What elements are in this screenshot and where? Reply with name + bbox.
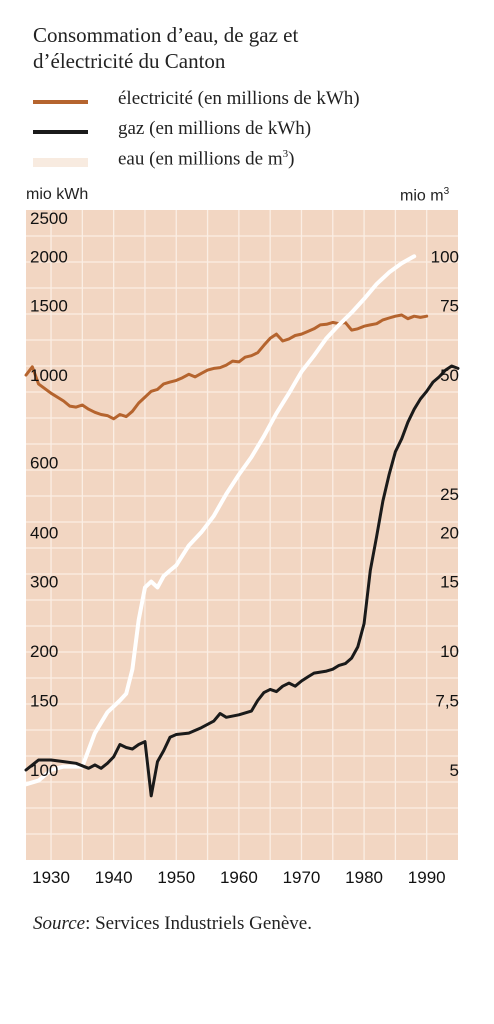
left-tick-label: 200 [30, 642, 58, 661]
left-tick-label: 1500 [30, 297, 68, 316]
legend-swatch-gaz [33, 130, 88, 134]
legend-item-electricite: électricité (en millions de kWh) [33, 88, 473, 118]
left-tick-label: 100 [30, 761, 58, 780]
x-tick-label: 1960 [220, 868, 258, 887]
right-tick-label: 50 [440, 366, 459, 385]
left-tick-label: 2500 [30, 209, 68, 228]
plot-background [26, 210, 458, 860]
right-tick-label: 7,5 [435, 691, 459, 710]
right-axis-unit: mio m3 [400, 186, 450, 205]
series-line-eau [24, 254, 417, 787]
source-note: Source: Services Industriels Genève. [33, 913, 312, 935]
title-line-2: d’électricité du Canton [33, 49, 226, 73]
series-line-gaz [24, 364, 460, 798]
legend-swatch-eau [33, 158, 88, 167]
right-tick-label: 25 [440, 485, 459, 504]
legend-label-eau: eau (en millions de m3) [118, 148, 295, 170]
x-tick-label: 1970 [283, 868, 321, 887]
left-tick-label: 150 [30, 691, 58, 710]
source-label: Source [33, 913, 86, 934]
right-tick-label: 75 [440, 297, 459, 316]
title-line-1: Consommation d’eau, de gaz et [33, 23, 299, 47]
chart-title: Consommation d’eau, de gaz et d’électric… [33, 22, 453, 74]
legend-swatch-electricite [33, 100, 88, 104]
right-tick-label: 100 [431, 247, 459, 266]
right-tick-label: 20 [440, 523, 459, 542]
right-tick-label: 15 [440, 573, 459, 592]
legend-item-eau: eau (en millions de m3) [33, 148, 473, 178]
legend-item-gaz: gaz (en millions de kWh) [33, 118, 473, 148]
x-tick-label: 1990 [408, 868, 446, 887]
x-tick-label: 1950 [157, 868, 195, 887]
legend-label-electricite: électricité (en millions de kWh) [118, 88, 360, 109]
source-text: : Services Industriels Genève. [85, 913, 312, 934]
x-tick-label: 1940 [95, 868, 133, 887]
left-tick-label: 400 [30, 523, 58, 542]
left-tick-label: 1000 [30, 366, 68, 385]
x-tick-label: 1980 [345, 868, 383, 887]
legend-label-gaz: gaz (en millions de kWh) [118, 118, 312, 139]
right-tick-label: 5 [450, 761, 459, 780]
left-axis-unit: mio kWh [26, 186, 89, 203]
right-tick-label: 10 [440, 642, 459, 661]
x-tick-label: 1930 [32, 868, 70, 887]
left-tick-label: 300 [30, 573, 58, 592]
series-line-electricite [24, 313, 429, 421]
left-tick-label: 2000 [30, 247, 68, 266]
left-tick-label: 600 [30, 454, 58, 473]
